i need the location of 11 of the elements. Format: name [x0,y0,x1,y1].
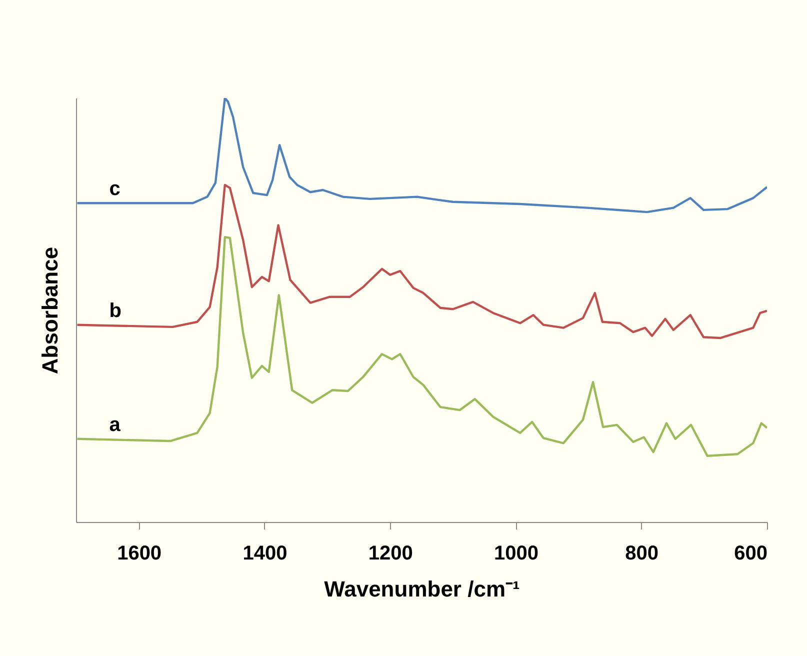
x-tick-label: 1200 [368,542,413,564]
x-tick-label: 600 [734,542,768,564]
x-tick-label: 1400 [242,542,288,564]
x-tick-label: 1000 [494,542,538,564]
x-axis-title: Wavenumber /cm⁻¹ [324,576,520,602]
x-tick-label: 1600 [117,542,162,564]
x-tick-label: 800 [625,542,659,564]
series-label: b [109,300,122,322]
series-label: c [109,178,120,200]
series-label: a [109,414,122,436]
y-axis-title: Absorbance [38,246,62,374]
